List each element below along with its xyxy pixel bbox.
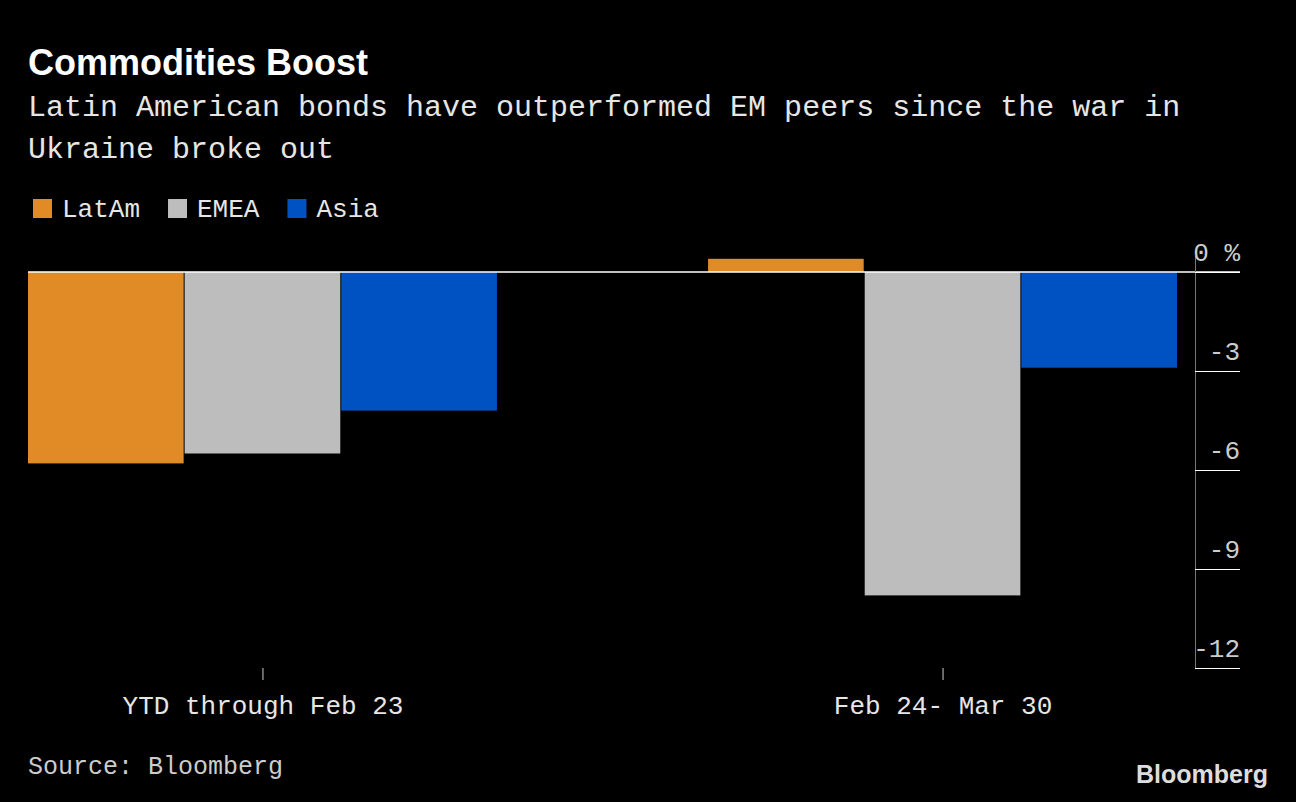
- y-tick-mark: [1195, 371, 1240, 372]
- subtitle-line: Ukraine broke out: [28, 133, 334, 167]
- legend-label: Asia: [316, 195, 378, 225]
- legend-item: EMEA: [168, 195, 260, 225]
- y-tick: -6: [1195, 437, 1240, 471]
- x-tick: Feb 24- Mar 30: [834, 668, 1052, 722]
- y-tick-mark: [1195, 668, 1240, 669]
- subtitle-line: Latin American bonds have outperformed E…: [28, 91, 1180, 125]
- x-axis: YTD through Feb 23 Feb 24- Mar 30: [123, 668, 1053, 722]
- y-tick: -3: [1195, 338, 1240, 372]
- y-tick-label: -12: [1193, 635, 1240, 665]
- bars: [28, 259, 1177, 596]
- y-tick-mark: [1195, 569, 1240, 570]
- x-tick-label: Feb 24- Mar 30: [834, 692, 1052, 722]
- legend: LatAm EMEA Asia: [33, 195, 379, 225]
- y-tick: -9: [1195, 536, 1240, 570]
- legend-swatch: [287, 199, 306, 218]
- zero-line: [28, 271, 1240, 273]
- bar: [708, 259, 864, 272]
- y-tick: -12: [1193, 635, 1240, 669]
- y-tick: 0 %: [1193, 239, 1240, 273]
- y-tick-mark: [1195, 470, 1240, 471]
- y-tick-label: 0 %: [1193, 239, 1240, 269]
- bar: [185, 272, 341, 454]
- credit: Bloomberg: [1136, 760, 1268, 788]
- x-tick: YTD through Feb 23: [123, 668, 404, 722]
- bar: [865, 272, 1021, 595]
- legend-swatch: [33, 199, 52, 218]
- y-tick-mark: [1195, 272, 1240, 273]
- background: [0, 0, 1296, 802]
- chart-svg: Commodities Boost Latin American bonds ha…: [0, 0, 1296, 802]
- legend-label: EMEA: [197, 195, 260, 225]
- bar: [1021, 272, 1177, 368]
- x-tick-mark: [262, 668, 263, 680]
- legend-item: Asia: [287, 195, 378, 225]
- title: Commodities Boost: [28, 42, 368, 83]
- x-tick-mark: [943, 668, 944, 680]
- legend-swatch: [168, 199, 187, 218]
- bar: [341, 272, 497, 411]
- y-axis: 0 % -3 -6 -9 -12: [1193, 239, 1240, 669]
- y-axis-line: [1195, 256, 1196, 669]
- y-tick-label: -6: [1209, 437, 1240, 467]
- y-tick-label: -9: [1209, 536, 1240, 566]
- legend-label: LatAm: [62, 195, 140, 225]
- subtitle: Latin American bonds have outperformed E…: [28, 91, 1180, 167]
- source: Source: Bloomberg: [28, 753, 283, 782]
- y-tick-label: -3: [1209, 338, 1240, 368]
- legend-item: LatAm: [33, 195, 140, 225]
- x-tick-label: YTD through Feb 23: [123, 692, 404, 722]
- bar: [28, 272, 184, 463]
